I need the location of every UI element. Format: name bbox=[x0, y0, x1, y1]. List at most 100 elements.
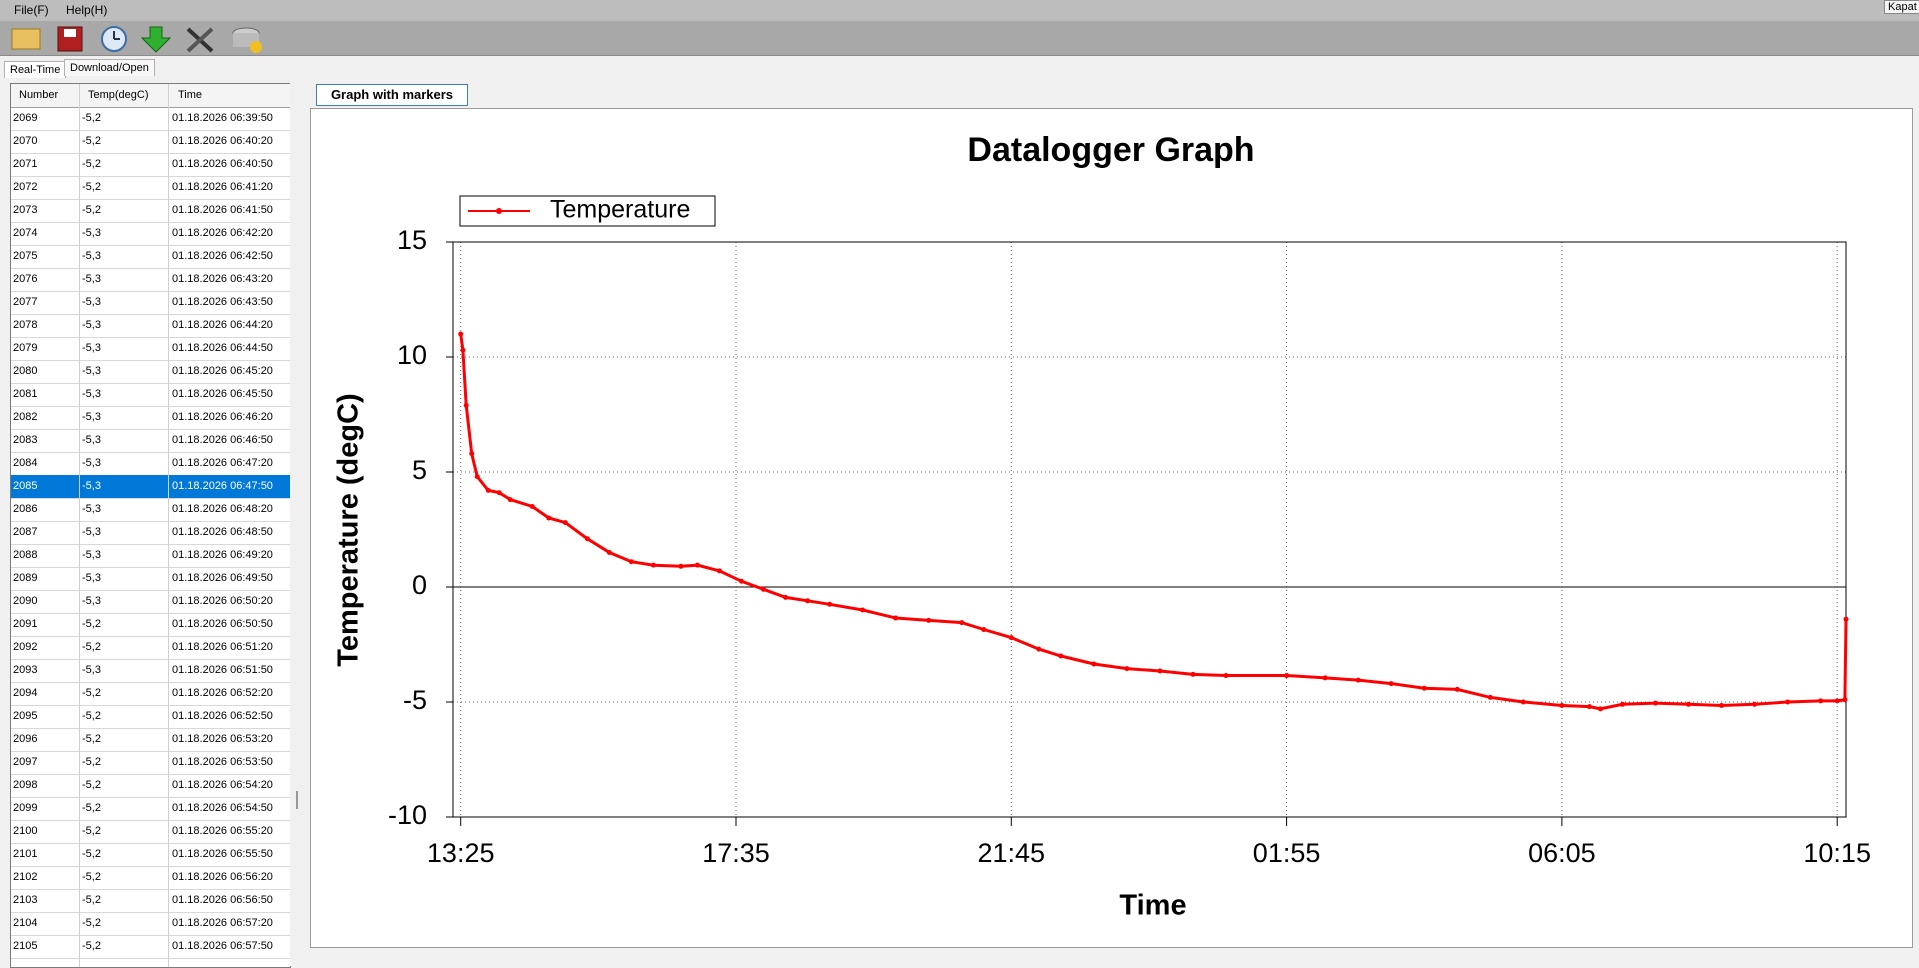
data-marker bbox=[1036, 646, 1042, 652]
table-cell: 2094 bbox=[13, 687, 38, 699]
table-row[interactable]: 2072 -5,2 01.18.2026 06:41:20 bbox=[11, 176, 290, 200]
table-cell: 2098 bbox=[13, 779, 38, 791]
data-marker bbox=[463, 402, 469, 408]
table-cell: 2077 bbox=[13, 296, 38, 308]
table-cell: -5,3 bbox=[82, 434, 101, 446]
table-row[interactable]: 2084 -5,3 01.18.2026 06:47:20 bbox=[11, 452, 290, 476]
table-row[interactable]: 2069 -5,2 01.18.2026 06:39:50 bbox=[11, 107, 290, 131]
data-marker bbox=[1058, 653, 1064, 659]
data-marker bbox=[485, 487, 491, 493]
table-row[interactable]: 2103 -5,2 01.18.2026 06:56:50 bbox=[11, 889, 290, 913]
table-cell: 2071 bbox=[13, 158, 38, 170]
table-row[interactable]: 2094 -5,2 01.18.2026 06:52:20 bbox=[11, 682, 290, 706]
data-marker bbox=[562, 520, 568, 526]
table-cell: -5,3 bbox=[82, 250, 101, 262]
table-cell: 2086 bbox=[13, 503, 38, 515]
table-cell: -5,2 bbox=[82, 158, 101, 170]
table-cell: 2075 bbox=[13, 250, 38, 262]
table-cell: -5,2 bbox=[82, 756, 101, 768]
chart: Datalogger Graph Time Temperature (degC)… bbox=[333, 131, 1871, 922]
table-row[interactable]: 2088 -5,3 01.18.2026 06:49:20 bbox=[11, 544, 290, 568]
table-cell: -5,2 bbox=[82, 940, 101, 952]
table-cell: 01.18.2026 06:51:20 bbox=[172, 641, 273, 653]
table-cell: -5,2 bbox=[82, 825, 101, 837]
table-row[interactable]: 2074 -5,3 01.18.2026 06:42:20 bbox=[11, 222, 290, 246]
table-row[interactable]: 2080 -5,3 01.18.2026 06:45:20 bbox=[11, 360, 290, 384]
table-row[interactable]: 2079 -5,3 01.18.2026 06:44:50 bbox=[11, 337, 290, 361]
table-cell: 2082 bbox=[13, 411, 38, 423]
data-marker bbox=[1322, 675, 1328, 681]
y-tick-label: 15 bbox=[397, 225, 427, 255]
table-row[interactable]: 2091 -5,2 01.18.2026 06:50:50 bbox=[11, 613, 290, 637]
y-tick-label: -5 bbox=[403, 685, 427, 715]
table-row[interactable]: 2081 -5,3 01.18.2026 06:45:50 bbox=[11, 383, 290, 407]
table-row[interactable]: 2102 -5,2 01.18.2026 06:56:20 bbox=[11, 866, 290, 890]
table-row[interactable]: 2075 -5,3 01.18.2026 06:42:50 bbox=[11, 245, 290, 269]
close-button[interactable]: Kapat bbox=[1884, 0, 1919, 14]
table-row[interactable]: 2093 -5,3 01.18.2026 06:51:50 bbox=[11, 659, 290, 683]
table-row[interactable]: 2085 -5,3 01.18.2026 06:47:50 bbox=[11, 475, 290, 499]
table-cell: 2072 bbox=[13, 181, 38, 193]
y-tick-label: 0 bbox=[412, 570, 427, 600]
table-cell: -5,3 bbox=[82, 273, 101, 285]
table-row[interactable]: 2097 -5,2 01.18.2026 06:53:50 bbox=[11, 751, 290, 775]
column-header[interactable]: Number bbox=[19, 89, 59, 101]
table-row[interactable]: 2105 -5,2 01.18.2026 06:57:50 bbox=[11, 935, 290, 959]
table-cell: -5,3 bbox=[82, 549, 101, 561]
table-cell: 2069 bbox=[13, 112, 38, 124]
table-row[interactable]: 2071 -5,2 01.18.2026 06:40:50 bbox=[11, 153, 290, 177]
y-tick-label: -10 bbox=[388, 800, 427, 830]
download-icon[interactable] bbox=[140, 26, 172, 53]
data-marker bbox=[1586, 704, 1592, 710]
menu-file[interactable]: File(F) bbox=[14, 3, 49, 17]
data-marker bbox=[474, 474, 480, 480]
column-header[interactable]: Temp(degC) bbox=[88, 89, 149, 101]
table-row[interactable]: 2101 -5,2 01.18.2026 06:55:50 bbox=[11, 843, 290, 867]
table-row[interactable]: 2087 -5,3 01.18.2026 06:48:50 bbox=[11, 521, 290, 545]
table-row[interactable]: 2090 -5,3 01.18.2026 06:50:20 bbox=[11, 590, 290, 614]
tab-download[interactable]: Download/Open bbox=[64, 59, 155, 76]
table-row[interactable]: 2096 -5,2 01.18.2026 06:53:20 bbox=[11, 728, 290, 752]
table-cell: -5,3 bbox=[82, 296, 101, 308]
graph-tab[interactable]: Graph with markers bbox=[316, 84, 468, 106]
table-row[interactable]: 2086 -5,3 01.18.2026 06:48:20 bbox=[11, 498, 290, 522]
table-row[interactable]: 2078 -5,3 01.18.2026 06:44:20 bbox=[11, 314, 290, 338]
x-tick-label: 13:25 bbox=[427, 838, 495, 868]
data-marker bbox=[469, 451, 475, 457]
table-row[interactable]: 2092 -5,2 01.18.2026 06:51:20 bbox=[11, 636, 290, 660]
data-marker bbox=[606, 550, 612, 555]
table-row[interactable]: 2082 -5,3 01.18.2026 06:46:20 bbox=[11, 406, 290, 430]
table-row[interactable]: 2098 -5,2 01.18.2026 06:54:20 bbox=[11, 774, 290, 798]
data-marker bbox=[805, 598, 811, 604]
table-cell: 2102 bbox=[13, 871, 38, 883]
open-icon[interactable] bbox=[11, 28, 41, 50]
table-row[interactable]: 2100 -5,2 01.18.2026 06:55:20 bbox=[11, 820, 290, 844]
table-cell: 01.18.2026 06:53:20 bbox=[172, 733, 273, 745]
data-line bbox=[459, 333, 1848, 711]
table-row[interactable]: 2070 -5,2 01.18.2026 06:40:20 bbox=[11, 130, 290, 154]
table-cell: -5,2 bbox=[82, 779, 101, 791]
table-row[interactable]: 2089 -5,3 01.18.2026 06:49:50 bbox=[11, 567, 290, 591]
table-cell: 01.18.2026 06:49:20 bbox=[172, 549, 273, 561]
table-cell: 01.18.2026 06:55:50 bbox=[172, 848, 273, 860]
menu-help[interactable]: Help(H) bbox=[66, 3, 108, 17]
table-row[interactable]: 2095 -5,2 01.18.2026 06:52:50 bbox=[11, 705, 290, 729]
data-marker bbox=[1597, 706, 1603, 712]
table-cell: -5,3 bbox=[82, 572, 101, 584]
plot-frame bbox=[452, 241, 1847, 818]
table-row[interactable]: 2076 -5,3 01.18.2026 06:43:20 bbox=[11, 268, 290, 292]
table-row[interactable]: 2099 -5,2 01.18.2026 06:54:50 bbox=[11, 797, 290, 821]
table-cell: 01.18.2026 06:56:20 bbox=[172, 871, 273, 883]
table-cell: -5,3 bbox=[82, 503, 101, 515]
table-row[interactable]: 2083 -5,3 01.18.2026 06:46:50 bbox=[11, 429, 290, 453]
data-marker bbox=[546, 515, 552, 521]
table-cell: 01.18.2026 06:56:50 bbox=[172, 894, 273, 906]
table-cell: 01.18.2026 06:50:20 bbox=[172, 595, 273, 607]
data-marker bbox=[926, 617, 932, 623]
scrollbar[interactable] bbox=[290, 83, 304, 966]
table-row[interactable]: 2077 -5,3 01.18.2026 06:43:50 bbox=[11, 291, 290, 315]
table-row[interactable]: 2073 -5,2 01.18.2026 06:41:50 bbox=[11, 199, 290, 223]
tab-realtime[interactable]: Real-Time bbox=[4, 61, 67, 78]
column-header[interactable]: Time bbox=[178, 89, 203, 101]
table-row[interactable]: 2104 -5,2 01.18.2026 06:57:20 bbox=[11, 912, 290, 936]
